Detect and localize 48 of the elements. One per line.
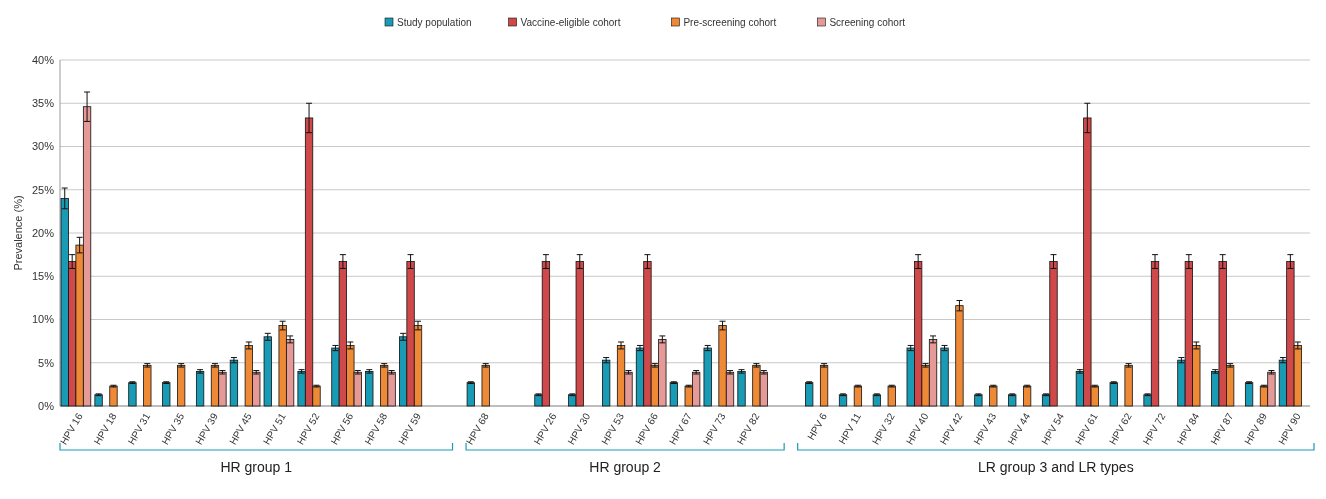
bar xyxy=(229,359,239,407)
bar xyxy=(887,385,896,407)
y-tick-label: 25% xyxy=(31,183,55,196)
bar xyxy=(466,382,475,407)
bar xyxy=(838,394,848,407)
legend-label: Screening cohort xyxy=(829,16,906,28)
y-tick-label: 30% xyxy=(31,140,55,153)
bar xyxy=(989,385,998,407)
bar xyxy=(195,371,205,407)
bar xyxy=(1022,385,1032,407)
legend-label: Pre-screening cohort xyxy=(683,16,777,28)
bar xyxy=(819,364,829,407)
bar xyxy=(143,364,152,407)
y-tick-label: 0% xyxy=(38,399,55,412)
bar xyxy=(94,394,103,407)
y-axis-title: Prevalence (%) xyxy=(12,195,24,271)
text: HR group 2 xyxy=(589,459,662,475)
bar xyxy=(737,371,746,407)
bar xyxy=(481,364,490,407)
bar xyxy=(940,347,949,407)
text: HR group 1 xyxy=(220,459,293,475)
bar xyxy=(177,364,186,407)
bar xyxy=(109,385,118,407)
bar xyxy=(955,305,964,407)
y-tick-label: 5% xyxy=(38,356,55,369)
bar xyxy=(263,336,272,407)
y-tick-label: 15% xyxy=(31,270,55,283)
y-tick-label: 35% xyxy=(31,97,55,110)
bar xyxy=(1124,364,1133,407)
bar xyxy=(703,347,712,407)
text: LR group 3 and LR types xyxy=(978,459,1134,475)
legend-label: Vaccine-eligible cohort xyxy=(520,16,621,28)
bar xyxy=(1109,382,1118,407)
bar xyxy=(1008,394,1017,407)
bar xyxy=(669,382,678,407)
bar xyxy=(365,371,374,407)
y-tick-label: 10% xyxy=(31,313,55,326)
y-tick-label: 20% xyxy=(31,226,55,239)
bar xyxy=(872,394,881,407)
bar xyxy=(974,394,983,407)
bar xyxy=(128,382,137,407)
legend-label: Study population xyxy=(397,16,472,28)
bar xyxy=(162,382,171,407)
y-tick-label: 40% xyxy=(31,53,55,66)
bar xyxy=(853,385,863,407)
bar xyxy=(805,382,814,407)
bar xyxy=(602,359,611,407)
bar xyxy=(1244,382,1254,407)
